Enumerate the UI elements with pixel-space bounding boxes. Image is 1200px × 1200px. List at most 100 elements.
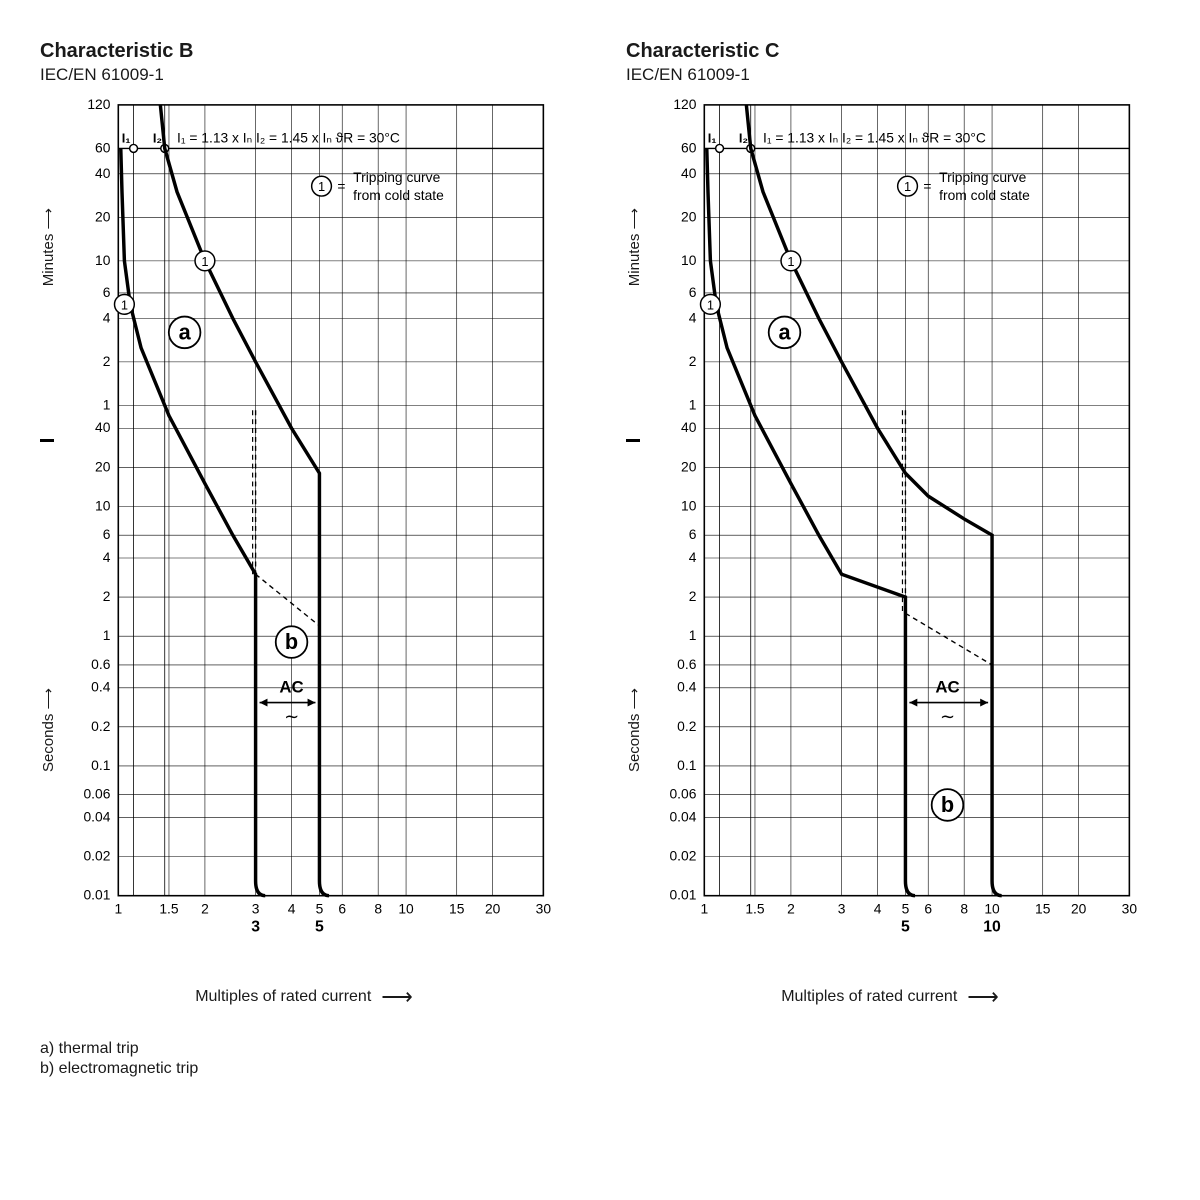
chart-title-1: Characteristic C [626,40,1152,63]
svg-text:a: a [778,319,791,344]
chart-title-0: Characteristic B [40,40,566,63]
svg-text:40: 40 [95,165,111,181]
svg-text:1: 1 [103,396,111,412]
svg-text:6: 6 [338,900,346,916]
svg-text:40: 40 [681,165,697,181]
svg-text:4: 4 [689,309,697,325]
svg-text:20: 20 [485,900,501,916]
svg-text:60: 60 [681,139,697,155]
x-axis-label: Multiples of rated current [781,988,957,1006]
svg-text:0.4: 0.4 [677,679,697,695]
svg-text:20: 20 [681,458,697,474]
svg-text:5: 5 [315,918,324,935]
svg-text:=: = [337,178,345,194]
svg-text:1: 1 [121,297,128,312]
svg-text:I₁: I₁ [122,130,131,145]
svg-text:20: 20 [1071,900,1087,916]
svg-text:0.04: 0.04 [669,809,696,825]
svg-text:10: 10 [681,252,697,268]
svg-text:Tripping curve: Tripping curve [939,169,1026,185]
svg-text:I₂: I₂ [153,130,163,145]
svg-text:2: 2 [689,588,697,604]
y-axis-labels: Minutes ⟶ Seconds ⟶ [40,95,58,978]
chart-subtitle-1: IEC/EN 61009-1 [626,65,1152,85]
svg-text:6: 6 [689,284,697,300]
svg-text:10: 10 [984,900,1000,916]
svg-text:1: 1 [103,627,111,643]
chart-subtitle-0: IEC/EN 61009-1 [40,65,566,85]
svg-text:Tripping curve: Tripping curve [353,169,440,185]
svg-text:20: 20 [95,458,111,474]
svg-text:1: 1 [201,254,208,269]
svg-text:0.1: 0.1 [91,757,111,773]
svg-text:5: 5 [902,900,910,916]
svg-text:AC: AC [279,678,303,697]
svg-text:I₂: I₂ [739,130,749,145]
footnote-b: b) electromagnetic trip [40,1060,1160,1078]
svg-text:2: 2 [103,353,111,369]
svg-text:1: 1 [318,179,325,194]
svg-text:from cold state: from cold state [353,187,444,203]
svg-text:0.4: 0.4 [91,679,111,695]
svg-text:2: 2 [201,900,209,916]
svg-text:0.2: 0.2 [677,718,696,734]
svg-text:0.6: 0.6 [91,656,111,672]
svg-text:4: 4 [874,900,882,916]
svg-text:10: 10 [398,900,414,916]
svg-text:6: 6 [689,526,697,542]
x-ticks: 11.523456810152030510 [700,900,1137,935]
tripping-chart-1: I₁ I₂ I₁ = 1.13 x Iₙ I₂ = 1.45 x Iₙ ϑR =… [652,95,1152,955]
svg-text:10: 10 [95,252,111,268]
svg-text:40: 40 [681,419,697,435]
svg-text:0.02: 0.02 [83,848,110,864]
svg-text:0.6: 0.6 [677,656,697,672]
svg-text:a: a [179,319,192,344]
svg-text:10: 10 [983,918,1001,935]
svg-text:AC: AC [935,678,959,697]
svg-text:I₁: I₁ [708,130,717,145]
svg-text:3: 3 [838,900,846,916]
svg-text:2: 2 [689,353,697,369]
x-ticks: 11.52345681015203035 [114,900,551,935]
svg-text:4: 4 [689,549,697,565]
svg-text:10: 10 [95,497,111,513]
svg-text:from cold state: from cold state [939,187,1030,203]
svg-text:b: b [285,629,298,654]
svg-text:10: 10 [681,497,697,513]
svg-text:3: 3 [252,900,260,916]
svg-text:5: 5 [316,900,324,916]
svg-text:20: 20 [95,208,111,224]
svg-text:0.04: 0.04 [83,809,110,825]
svg-text:0.06: 0.06 [669,786,696,802]
footnote-a: a) thermal trip [40,1040,1160,1058]
svg-text:4: 4 [103,549,111,565]
svg-text:1: 1 [904,179,911,194]
chart-header-text: I₁ = 1.13 x Iₙ I₂ = 1.45 x Iₙ ϑR = 30°C [177,129,400,145]
svg-text:6: 6 [103,284,111,300]
svg-text:30: 30 [1122,900,1138,916]
svg-text:120: 120 [673,96,696,112]
svg-text:1: 1 [114,900,122,916]
svg-text:6: 6 [103,526,111,542]
svg-text:1: 1 [707,297,714,312]
svg-text:0.06: 0.06 [83,786,110,802]
svg-text:2: 2 [103,588,111,604]
tripping-chart-0: I₁ I₂ I₁ = 1.13 x Iₙ I₂ = 1.45 x Iₙ ϑR =… [66,95,566,955]
svg-text:∼: ∼ [940,706,955,726]
svg-text:1: 1 [700,900,708,916]
arrow-right-icon: ⟶ [967,984,997,1010]
svg-text:120: 120 [87,96,110,112]
svg-text:0.02: 0.02 [669,848,696,864]
svg-text:60: 60 [95,139,111,155]
svg-text:0.1: 0.1 [677,757,697,773]
x-axis-label: Multiples of rated current [195,988,371,1006]
svg-text:15: 15 [449,900,465,916]
svg-text:8: 8 [374,900,382,916]
svg-text:∼: ∼ [284,706,299,726]
svg-text:b: b [941,792,954,817]
svg-text:20: 20 [681,208,697,224]
svg-text:1: 1 [689,396,697,412]
svg-text:2: 2 [787,900,795,916]
svg-text:1: 1 [689,627,697,643]
svg-text:=: = [923,178,931,194]
